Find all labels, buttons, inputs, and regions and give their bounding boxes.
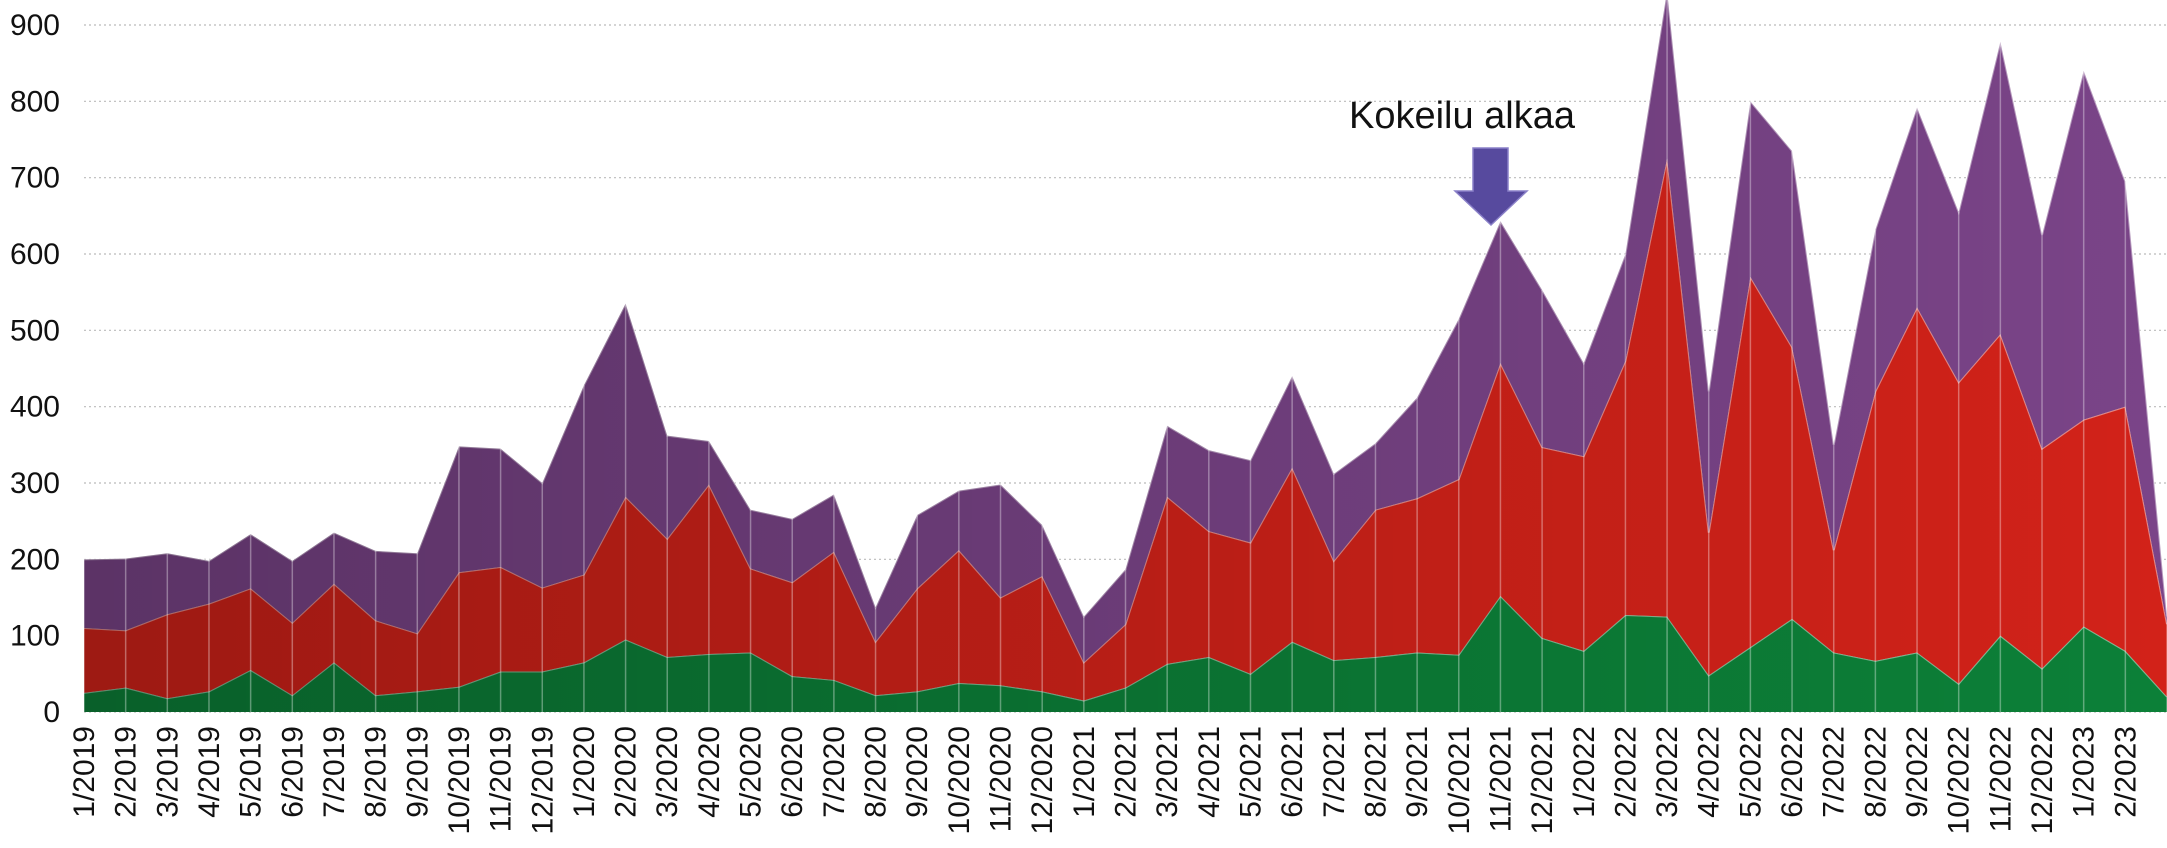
x-tick-label: 11/2021 — [1484, 726, 1517, 832]
x-tick-label: 8/2022 — [1859, 726, 1892, 818]
shade — [84, 0, 2167, 712]
x-tick-label: 12/2021 — [1526, 726, 1559, 834]
x-tick-label: 4/2021 — [1193, 726, 1226, 818]
annotation-arrow — [1453, 147, 1529, 227]
y-tick-label: 100 — [10, 620, 60, 653]
y-tick-label: 800 — [10, 85, 60, 118]
x-tick-label: 3/2021 — [1151, 726, 1184, 818]
x-tick-label: 4/2020 — [693, 726, 726, 818]
x-tick-label: 6/2019 — [276, 726, 309, 818]
x-tick-label: 12/2019 — [526, 726, 559, 834]
y-tick-label: 0 — [43, 696, 60, 729]
x-tick-label: 9/2020 — [901, 726, 934, 818]
x-tick-label: 9/2019 — [401, 726, 434, 818]
y-tick-label: 500 — [10, 314, 60, 347]
x-tick-label: 7/2022 — [1818, 726, 1851, 818]
annotation: Kokeilu alkaa — [1349, 95, 1576, 137]
x-tick-label: 11/2019 — [485, 726, 518, 832]
x-tick-label: 9/2022 — [1901, 726, 1934, 818]
x-tick-label: 2/2021 — [1110, 726, 1143, 818]
x-tick-label: 9/2021 — [1401, 726, 1434, 818]
x-tick-label: 5/2021 — [1234, 726, 1267, 818]
x-tick-label: 12/2020 — [1026, 726, 1059, 834]
y-tick-label: 400 — [10, 391, 60, 424]
x-tick-label: 10/2019 — [443, 726, 476, 834]
labels: 0 100 200 300 400 500 600 700 800 900 1/2019 2/2019… — [10, 9, 2142, 834]
x-tick-label: 3/2020 — [651, 726, 684, 818]
x-tick-label: 6/2020 — [776, 726, 809, 818]
x-tick-label: 5/2020 — [735, 726, 768, 818]
x-tick-label: 11/2022 — [1984, 726, 2017, 832]
x-tick-label: 7/2021 — [1318, 726, 1351, 818]
x-tick-label: 8/2019 — [360, 726, 393, 818]
x-tick-label: 1/2021 — [1068, 726, 1101, 818]
x-tick-label: 6/2021 — [1276, 726, 1309, 818]
y-tick-label: 700 — [10, 162, 60, 195]
x-tick-label: 8/2020 — [860, 726, 893, 818]
x-tick-label: 10/2022 — [1943, 726, 1976, 834]
x-tick-label: 5/2019 — [235, 726, 268, 818]
x-tick-label: 1/2019 — [68, 726, 101, 818]
areas — [83, 0, 2167, 712]
x-tick-label: 8/2021 — [1359, 726, 1392, 818]
x-tick-label: 4/2022 — [1693, 726, 1726, 818]
x-tick-label: 7/2020 — [818, 726, 851, 818]
x-tick-label: 2/2023 — [2109, 726, 2142, 818]
y-tick-label: 600 — [10, 238, 60, 271]
x-tick-label: 12/2022 — [2026, 726, 2059, 834]
x-tick-label: 10/2021 — [1443, 726, 1476, 834]
x-tick-label: 2/2022 — [1609, 726, 1642, 818]
x-tick-label: 3/2019 — [151, 726, 184, 818]
x-tick-label: 5/2022 — [1734, 726, 1767, 818]
x-tick-label: 1/2023 — [2068, 726, 2101, 818]
y-tick-label: 200 — [10, 543, 60, 576]
x-tick-label: 3/2022 — [1651, 726, 1684, 818]
y-tick-label: 300 — [10, 467, 60, 500]
x-tick-label: 2/2020 — [610, 726, 643, 818]
y-tick-label: 900 — [10, 9, 60, 42]
x-tick-label: 1/2022 — [1568, 726, 1601, 818]
x-tick-label: 11/2020 — [985, 726, 1018, 832]
x-tick-label: 7/2019 — [318, 726, 351, 818]
x-tick-label: 4/2019 — [193, 726, 226, 818]
x-tick-label: 1/2020 — [568, 726, 601, 818]
x-tick-label: 10/2020 — [943, 726, 976, 834]
x-tick-label: 2/2019 — [110, 726, 143, 818]
x-tick-label: 6/2022 — [1776, 726, 1809, 818]
